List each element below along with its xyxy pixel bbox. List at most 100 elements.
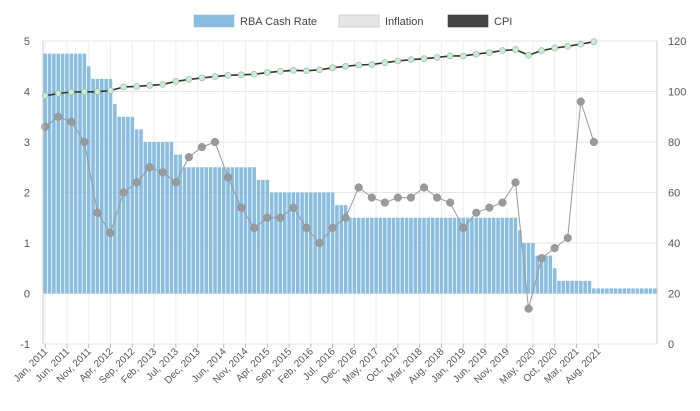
bar-cash-rate	[600, 288, 605, 294]
bar-cash-rate	[152, 142, 156, 294]
inflation-point	[472, 208, 481, 217]
bar-cash-rate	[69, 53, 74, 294]
cpi-point	[185, 76, 193, 83]
bar-cash-rate	[504, 217, 509, 294]
bar-cash-rate	[108, 78, 113, 294]
legend-label: Inflation	[385, 16, 424, 28]
inflation-point	[446, 198, 455, 207]
inflation-point	[54, 112, 63, 121]
bar-cash-rate	[526, 243, 531, 294]
inflation-point	[132, 178, 141, 187]
bar-cash-rate	[409, 217, 413, 294]
inflation-point	[119, 188, 128, 197]
y-left-tick-label: 1	[24, 238, 30, 250]
bar-cash-rate	[592, 288, 596, 294]
bar-cash-rate	[56, 53, 61, 294]
inflation-point	[237, 203, 246, 212]
inflation-point	[289, 203, 298, 212]
bar-cash-rate	[134, 129, 139, 294]
inflation-point	[171, 178, 180, 187]
bar-cash-rate	[322, 192, 326, 294]
bar-cash-rate	[404, 217, 409, 294]
inflation-point	[315, 238, 324, 248]
bar-cash-rate	[348, 217, 352, 294]
bar-cash-rate	[461, 217, 465, 294]
inflation-point	[80, 137, 89, 147]
inflation-point	[537, 254, 546, 263]
cpi-point	[512, 46, 519, 53]
bar-cash-rate	[261, 179, 265, 294]
bar-cash-rate	[165, 142, 169, 294]
cpi-point	[329, 64, 336, 72]
inflation-point	[158, 168, 167, 177]
bar-cash-rate	[435, 217, 439, 294]
bar-cash-rate	[496, 217, 500, 294]
y-left-tick-label: 3	[24, 137, 30, 149]
bar-cash-rate	[653, 288, 657, 294]
legend-swatch	[447, 14, 489, 28]
bar-cash-rate	[417, 217, 422, 294]
bar-cash-rate	[43, 53, 47, 294]
bar-cash-rate	[191, 167, 196, 294]
cpi-point	[250, 71, 258, 78]
bar-cash-rate	[339, 205, 344, 294]
bar-cash-rate	[52, 53, 56, 294]
y-right-tick-label: 120	[668, 36, 686, 48]
cpi-point	[394, 57, 402, 65]
bar-cash-rate	[565, 280, 570, 294]
inflation-point	[106, 228, 115, 237]
bar-cash-rate	[147, 142, 152, 294]
inflation-point	[576, 97, 585, 106]
cpi-point	[486, 49, 493, 56]
bar-cash-rate	[174, 154, 178, 294]
cpi-point	[525, 51, 532, 59]
bar-cash-rate	[369, 217, 374, 294]
bar-cash-rate	[335, 205, 339, 294]
inflation-point	[459, 223, 468, 232]
bar-cash-rate	[596, 288, 600, 294]
inflation-point	[406, 193, 416, 202]
bar-cash-rate	[300, 192, 304, 294]
legend-swatch	[193, 14, 235, 28]
bar-cash-rate	[204, 167, 209, 294]
bar-cash-rate	[230, 167, 235, 294]
cpi-point	[407, 56, 415, 63]
cpi-point	[590, 38, 598, 46]
bar-cash-rate	[82, 53, 87, 294]
bar-cash-rate	[295, 192, 300, 294]
bar-cash-rate	[104, 78, 108, 294]
bar-cash-rate	[95, 78, 100, 294]
bar-cash-rate	[605, 288, 609, 294]
bar-cash-rate	[65, 53, 69, 294]
inflation-point	[224, 173, 233, 182]
bar-cash-rate	[391, 217, 396, 294]
bar-cash-rate	[413, 217, 418, 294]
cpi-point	[81, 88, 88, 96]
bar-cash-rate	[208, 167, 213, 294]
cpi-point	[237, 71, 245, 79]
bar-cash-rate	[470, 217, 474, 294]
y-left-tick-label: 5	[24, 36, 30, 48]
y-right-tick-label: 40	[668, 238, 680, 250]
bar-cash-rate	[513, 217, 518, 294]
bar-cash-rate	[387, 217, 391, 294]
bar-cash-rate	[309, 192, 313, 294]
bar-cash-rate	[539, 255, 544, 294]
inflation-point	[328, 223, 337, 232]
bar-cash-rate	[474, 217, 479, 294]
cpi-point	[420, 55, 428, 62]
bar-cash-rate	[587, 280, 592, 294]
inflation-point	[589, 137, 598, 147]
bar-cash-rate	[356, 217, 361, 294]
inflation-point	[550, 244, 559, 253]
inflation-point	[210, 137, 220, 147]
y-left-tick-label: 2	[24, 188, 30, 200]
legend: RBA Cash Rate Inflation CPI	[193, 14, 512, 28]
bar-cash-rate	[187, 167, 191, 294]
bar-cash-rate	[156, 142, 161, 294]
bar-cash-rate	[304, 192, 309, 294]
bar-cash-rate	[483, 217, 487, 294]
bar-cash-rate	[622, 288, 627, 294]
bar-cash-rate	[313, 192, 317, 294]
